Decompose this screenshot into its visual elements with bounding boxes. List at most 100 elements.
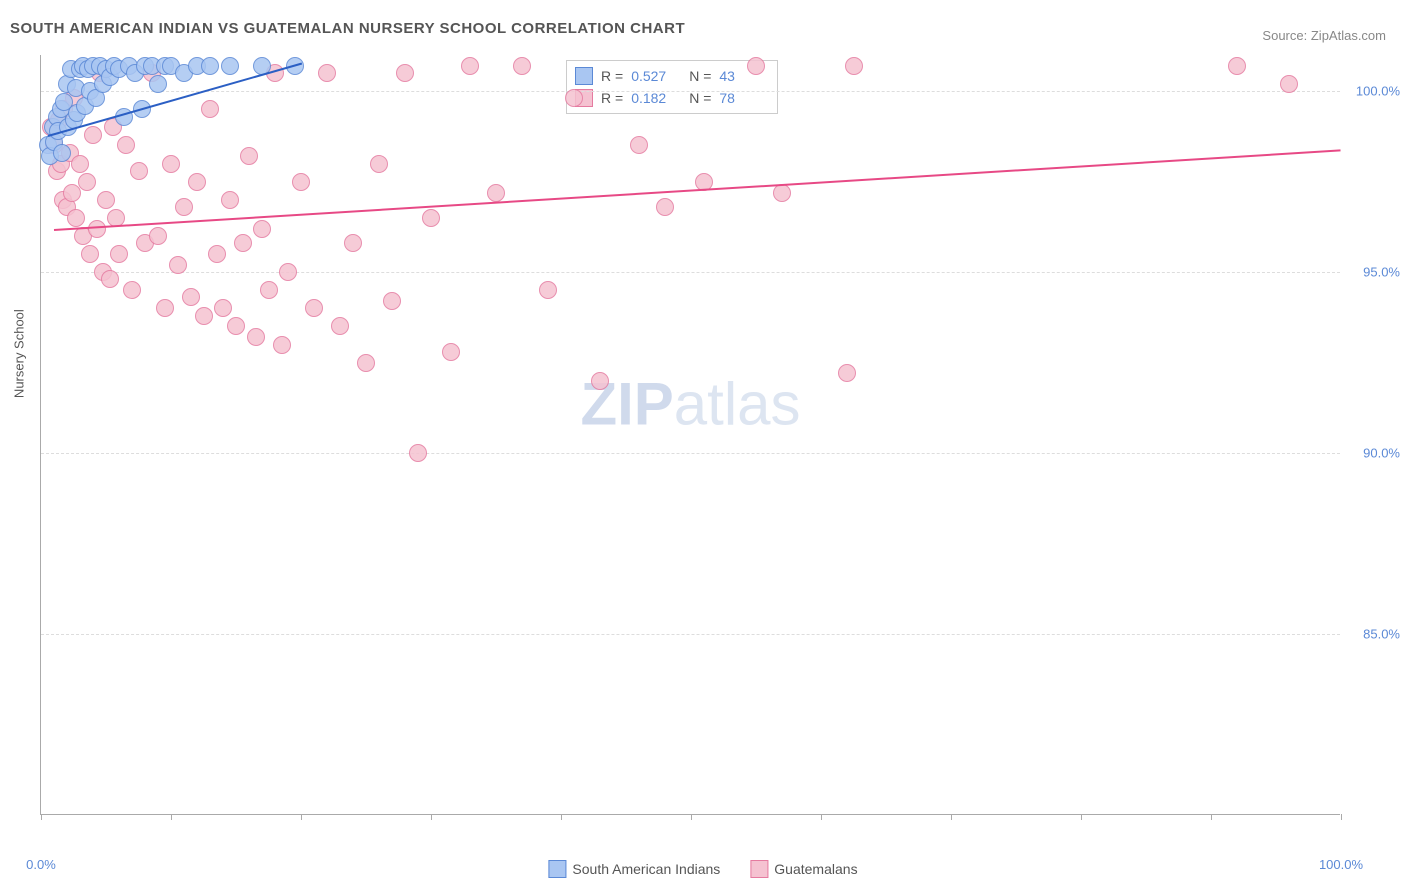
y-axis-label: Nursery School: [12, 309, 27, 398]
data-point: [292, 173, 310, 191]
data-point: [1280, 75, 1298, 93]
data-point: [201, 100, 219, 118]
x-tick: [1211, 814, 1212, 820]
stats-row-series-1: R = 0.527 N = 43: [575, 65, 769, 87]
data-point: [71, 155, 89, 173]
source-name: ZipAtlas.com: [1311, 28, 1386, 43]
chart-container: SOUTH AMERICAN INDIAN VS GUATEMALAN NURS…: [0, 0, 1406, 892]
data-point: [130, 162, 148, 180]
data-point: [279, 263, 297, 281]
data-point: [195, 307, 213, 325]
data-point: [656, 198, 674, 216]
data-point: [838, 364, 856, 382]
data-point: [208, 245, 226, 263]
x-tick: [41, 814, 42, 820]
data-point: [422, 209, 440, 227]
data-point: [370, 155, 388, 173]
data-point: [487, 184, 505, 202]
data-point: [101, 270, 119, 288]
data-point: [162, 155, 180, 173]
chart-title: SOUTH AMERICAN INDIAN VS GUATEMALAN NURS…: [10, 20, 685, 37]
data-point: [110, 245, 128, 263]
data-point: [630, 136, 648, 154]
data-point: [1228, 57, 1246, 75]
data-point: [53, 144, 71, 162]
data-point: [188, 173, 206, 191]
data-point: [305, 299, 323, 317]
data-point: [182, 288, 200, 306]
data-point: [461, 57, 479, 75]
data-point: [67, 209, 85, 227]
data-point: [396, 64, 414, 82]
legend-label-1: South American Indians: [572, 861, 720, 877]
data-point: [214, 299, 232, 317]
y-tick-label: 100.0%: [1345, 84, 1400, 99]
data-point: [357, 354, 375, 372]
data-point: [344, 234, 362, 252]
source-label: Source:: [1262, 28, 1307, 43]
gridline: [41, 272, 1340, 273]
data-point: [78, 173, 96, 191]
r-label-2: R =: [601, 90, 623, 106]
gridline: [41, 453, 1340, 454]
data-point: [227, 317, 245, 335]
data-point: [845, 57, 863, 75]
data-point: [539, 281, 557, 299]
data-point: [513, 57, 531, 75]
x-tick: [821, 814, 822, 820]
data-point: [318, 64, 336, 82]
data-point: [331, 317, 349, 335]
data-point: [565, 89, 583, 107]
data-point: [260, 281, 278, 299]
y-tick-label: 95.0%: [1345, 265, 1400, 280]
x-tick: [1081, 814, 1082, 820]
data-point: [442, 343, 460, 361]
data-point: [221, 57, 239, 75]
x-tick: [691, 814, 692, 820]
x-tick: [951, 814, 952, 820]
bottom-legend: South American Indians Guatemalans: [548, 860, 857, 878]
r-value-2: 0.182: [631, 90, 681, 106]
gridline: [41, 91, 1340, 92]
n-value-2: 78: [719, 90, 769, 106]
data-point: [84, 126, 102, 144]
data-point: [273, 336, 291, 354]
x-tick: [561, 814, 562, 820]
x-tick: [1341, 814, 1342, 820]
data-point: [149, 75, 167, 93]
x-tick: [301, 814, 302, 820]
source-attribution: Source: ZipAtlas.com: [1262, 28, 1386, 43]
data-point: [149, 227, 167, 245]
r-value-1: 0.527: [631, 68, 681, 84]
n-label-1: N =: [689, 68, 711, 84]
x-tick-label: 0.0%: [26, 857, 56, 872]
legend-label-2: Guatemalans: [774, 861, 857, 877]
data-point: [253, 220, 271, 238]
data-point: [747, 57, 765, 75]
data-point: [169, 256, 187, 274]
data-point: [409, 444, 427, 462]
data-point: [117, 136, 135, 154]
x-tick-label: 100.0%: [1319, 857, 1363, 872]
swatch-series-1: [575, 67, 593, 85]
plot-area: Nursery School ZIPatlas R = 0.527 N = 43…: [40, 55, 1340, 815]
legend-swatch-1: [548, 860, 566, 878]
data-point: [240, 147, 258, 165]
legend-swatch-2: [750, 860, 768, 878]
data-point: [97, 191, 115, 209]
r-label-1: R =: [601, 68, 623, 84]
data-point: [123, 281, 141, 299]
x-tick: [171, 814, 172, 820]
data-point: [221, 191, 239, 209]
data-point: [247, 328, 265, 346]
x-tick: [431, 814, 432, 820]
data-point: [81, 245, 99, 263]
n-label-2: N =: [689, 90, 711, 106]
watermark: ZIPatlas: [580, 370, 800, 439]
legend-item-2: Guatemalans: [750, 860, 857, 878]
gridline: [41, 634, 1340, 635]
watermark-atlas: atlas: [674, 371, 801, 438]
data-point: [201, 57, 219, 75]
legend-item-1: South American Indians: [548, 860, 720, 878]
data-point: [591, 372, 609, 390]
